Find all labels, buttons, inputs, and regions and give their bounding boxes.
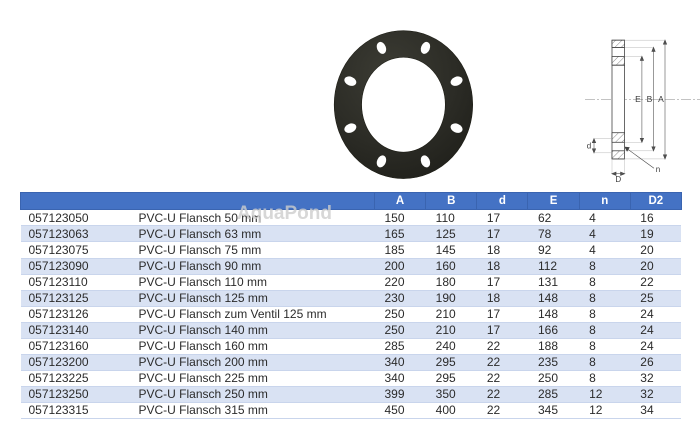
svg-text:D: D: [615, 175, 621, 184]
svg-text:B: B: [647, 94, 653, 104]
svg-text:n: n: [656, 165, 660, 174]
svg-text:A: A: [658, 94, 664, 104]
svg-text:d: d: [587, 142, 591, 151]
svg-text:E: E: [635, 94, 641, 104]
